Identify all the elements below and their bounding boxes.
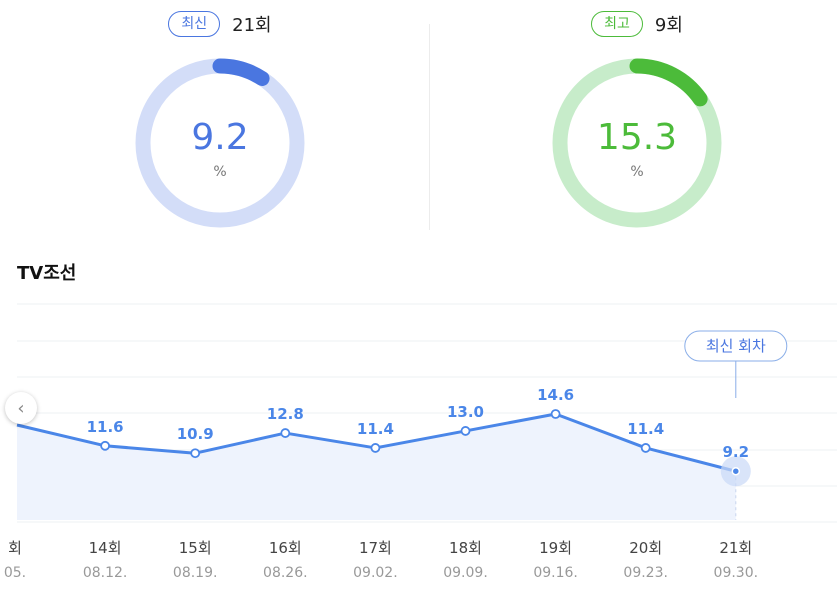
- data-point-5: [460, 426, 471, 436]
- data-label-5: 13.0: [447, 403, 484, 421]
- x-tick-date-8: 09.30.: [714, 565, 759, 581]
- x-tick-date-5: 09.09.: [443, 565, 488, 581]
- data-label-3: 12.8: [267, 405, 304, 423]
- x-tick-date-0: 05.: [4, 565, 26, 581]
- x-tick-episode-7: 20회: [629, 539, 662, 557]
- x-tick-date-3: 08.26.: [263, 565, 308, 581]
- best-rating-donut: 15.3 %: [552, 58, 722, 228]
- data-point-1: [100, 440, 110, 451]
- chart-area-fill: [17, 414, 736, 520]
- best-donut-arc: [629, 58, 708, 107]
- x-tick-date-1: 08.12.: [83, 565, 128, 581]
- data-label-7: 11.4: [627, 420, 664, 438]
- chevron-left-icon: ‹: [17, 397, 25, 419]
- chart-prev-button[interactable]: ‹: [5, 392, 37, 424]
- latest-badge: 최신: [168, 11, 221, 37]
- data-point-7: [640, 443, 651, 453]
- latest-rating-donut: 9.2 %: [135, 58, 305, 228]
- x-tick-episode-4: 17회: [359, 539, 392, 557]
- data-label-4: 11.4: [357, 420, 394, 438]
- data-label-8: 9.2: [723, 443, 750, 461]
- data-label-2: 10.9: [177, 425, 214, 443]
- x-tick-date-4: 09.02.: [353, 565, 398, 581]
- best-badge: 최고: [591, 11, 643, 37]
- latest-callout-label: 최신 회차: [706, 337, 766, 355]
- latest-value: 9.2: [191, 117, 248, 158]
- x-tick-episode-2: 15회: [179, 539, 212, 557]
- x-tick-date-7: 09.23.: [623, 565, 668, 581]
- data-point-4: [370, 443, 381, 453]
- x-tick-episode-8: 21회: [719, 539, 752, 557]
- data-point-6: [550, 409, 561, 419]
- latest-episode: 21회: [232, 15, 272, 36]
- latest-callout-box: [684, 330, 788, 362]
- latest-donut-arc: [212, 58, 270, 87]
- data-point-2: [190, 448, 201, 459]
- channel-title: TV조선: [17, 263, 77, 284]
- x-tick-date-6: 09.16.: [533, 565, 578, 581]
- x-tick-episode-6: 19회: [539, 539, 572, 557]
- x-tick-episode-3: 16회: [269, 539, 302, 557]
- x-tick-episode-0: 회: [8, 539, 22, 557]
- data-label-6: 14.6: [537, 386, 574, 404]
- data-point-8: [731, 466, 741, 476]
- best-rating-panel: 최고 9회 15.3 %: [487, 0, 787, 240]
- latest-rating-panel: 최신 21회 9.2 %: [70, 0, 370, 240]
- data-point-3: [280, 428, 291, 438]
- data-label-1: 11.6: [87, 418, 124, 436]
- x-tick-episode-5: 18회: [449, 539, 482, 557]
- latest-unit: %: [213, 164, 226, 180]
- best-value: 15.3: [597, 117, 677, 158]
- x-tick-episode-1: 14회: [89, 539, 122, 557]
- panel-divider: [429, 24, 430, 230]
- x-tick-date-2: 08.19.: [173, 565, 218, 581]
- best-episode: 9회: [654, 15, 683, 36]
- best-unit: %: [630, 164, 643, 180]
- ratings-line-chart: 회 05. 11.6 14회 08.12. 10.9 15회 08.19. 12.8 16회 08.…: [4, 303, 837, 581]
